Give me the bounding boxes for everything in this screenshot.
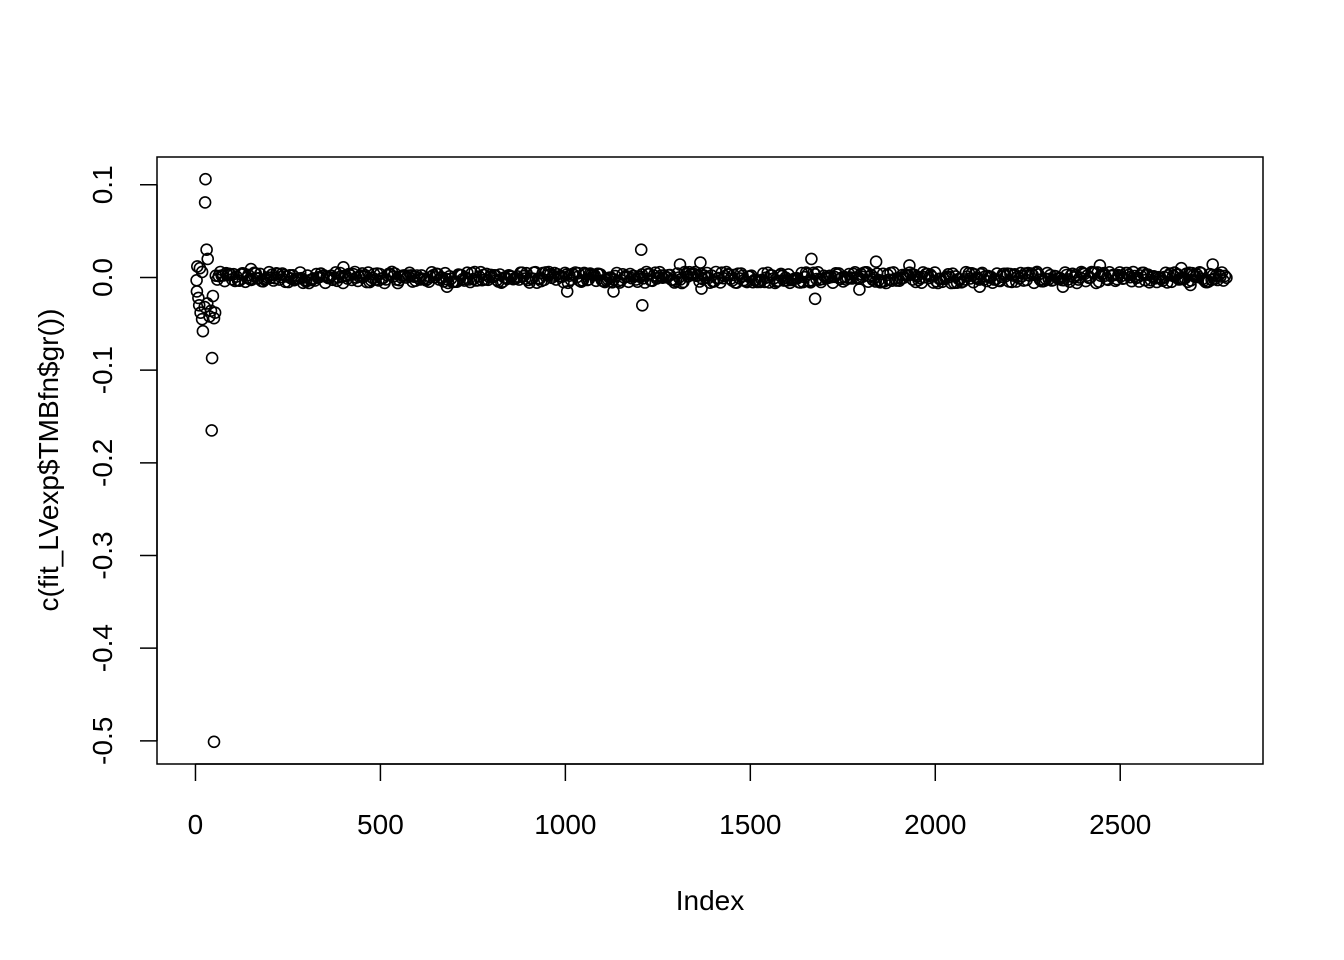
data-point bbox=[526, 272, 539, 285]
data-point bbox=[695, 282, 708, 295]
y-tick-label: -0.2 bbox=[87, 439, 118, 487]
data-point bbox=[685, 268, 699, 282]
data-point bbox=[205, 424, 218, 437]
y-axis: 0.1 0.0 -0.1 -0.2 -0.3 -0.4 -0.5 bbox=[87, 165, 158, 765]
data-point bbox=[903, 259, 916, 272]
data-point bbox=[190, 285, 204, 298]
data-point bbox=[762, 276, 776, 289]
data-point bbox=[337, 260, 350, 274]
y-tick-label: -0.4 bbox=[87, 624, 118, 672]
data-point bbox=[206, 289, 220, 303]
data-point bbox=[244, 262, 258, 276]
data-point bbox=[207, 735, 221, 749]
data-point bbox=[208, 306, 222, 320]
y-axis-title: c(fit_LVexp$TMBfn$gr()) bbox=[33, 309, 64, 612]
data-point bbox=[808, 292, 822, 306]
data-point bbox=[201, 252, 214, 266]
data-point bbox=[885, 274, 899, 288]
data-point bbox=[964, 272, 977, 285]
x-axis: 0 500 1000 1500 2000 2500 bbox=[188, 763, 1151, 840]
data-point bbox=[468, 265, 482, 279]
data-points bbox=[190, 172, 1233, 749]
data-point bbox=[198, 196, 212, 209]
x-axis-title: Index bbox=[676, 885, 745, 916]
data-point bbox=[271, 267, 285, 281]
data-point bbox=[746, 275, 760, 289]
x-tick-label: 1500 bbox=[719, 809, 781, 840]
data-point bbox=[1220, 271, 1233, 285]
data-point bbox=[1162, 268, 1175, 282]
data-point bbox=[973, 280, 987, 294]
data-point bbox=[1093, 259, 1107, 272]
y-tick-label: 0.0 bbox=[87, 258, 118, 297]
x-tick-label: 1000 bbox=[534, 809, 596, 840]
data-point bbox=[440, 280, 454, 294]
y-tick-label: -0.3 bbox=[87, 531, 118, 579]
data-point bbox=[205, 351, 219, 365]
data-point bbox=[1056, 280, 1070, 294]
x-tick-label: 0 bbox=[188, 809, 204, 840]
data-point bbox=[207, 311, 221, 325]
x-tick-label: 2500 bbox=[1089, 809, 1151, 840]
x-tick-label: 2000 bbox=[904, 809, 966, 840]
x-tick-label: 500 bbox=[357, 809, 404, 840]
y-tick-label: 0.1 bbox=[87, 165, 118, 204]
data-point bbox=[195, 312, 209, 326]
data-point bbox=[1218, 269, 1232, 283]
data-point bbox=[715, 266, 729, 280]
y-tick-label: -0.1 bbox=[87, 346, 118, 394]
data-point bbox=[196, 324, 210, 338]
data-point bbox=[560, 285, 574, 298]
data-point bbox=[576, 274, 590, 287]
data-point bbox=[853, 283, 866, 296]
data-point bbox=[869, 255, 883, 269]
data-point bbox=[805, 252, 818, 266]
data-point bbox=[607, 285, 620, 298]
data-point bbox=[694, 256, 707, 269]
data-point bbox=[1206, 258, 1219, 271]
data-point bbox=[634, 243, 648, 256]
data-point bbox=[192, 291, 205, 305]
data-point bbox=[719, 265, 733, 279]
y-tick-label: -0.5 bbox=[87, 717, 118, 765]
data-point bbox=[635, 298, 649, 312]
data-point bbox=[336, 276, 350, 290]
data-point bbox=[199, 172, 212, 186]
data-point bbox=[673, 258, 687, 271]
data-point bbox=[1175, 261, 1188, 275]
data-point bbox=[192, 298, 206, 312]
data-point bbox=[267, 274, 280, 287]
data-point bbox=[200, 243, 213, 256]
data-point bbox=[1184, 278, 1197, 292]
